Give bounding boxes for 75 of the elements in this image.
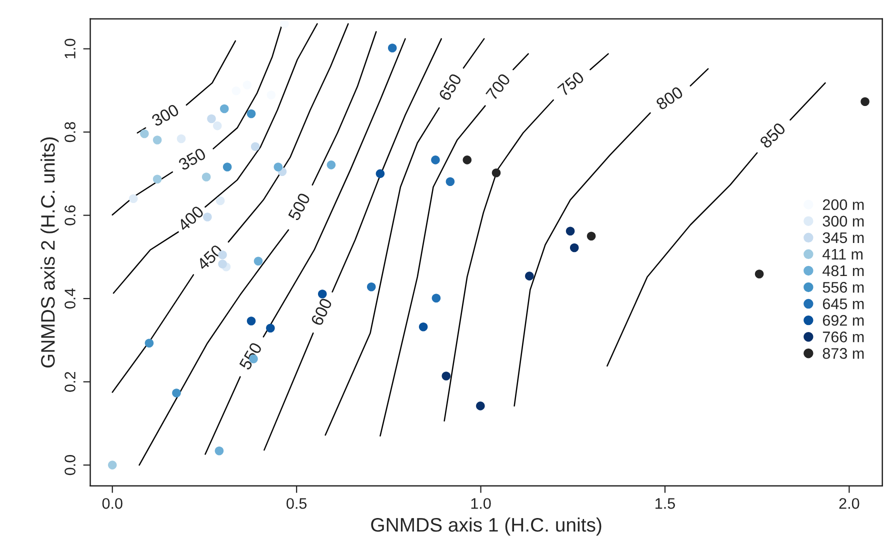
point (376, 169, 385, 178)
point (446, 177, 455, 186)
text: 850 (759, 122, 786, 149)
point (754, 270, 764, 278)
legend-label: 345 m (822, 232, 864, 244)
point (203, 212, 212, 222)
legend-label: 411 m (822, 249, 863, 260)
point (570, 243, 579, 252)
point (250, 142, 260, 152)
x-tick-label: 2.0 (839, 498, 860, 509)
point (566, 226, 575, 236)
point (176, 134, 186, 144)
text: 800 (655, 86, 684, 110)
y-tick-label: 0.0 (64, 455, 76, 476)
x-axis-title: GNMDS axis 1 (H.C. units) (371, 517, 602, 536)
point (442, 372, 451, 380)
x-tick-label: 1.0 (471, 498, 491, 509)
text: 750 (557, 70, 585, 97)
x-tick-label: 0.0 (102, 498, 122, 509)
point (220, 104, 229, 114)
point (246, 109, 256, 118)
point (246, 316, 256, 326)
x-tick-label: 0.5 (286, 498, 307, 509)
point (266, 324, 275, 332)
point (366, 282, 376, 292)
point (172, 388, 181, 398)
point (431, 156, 440, 164)
x-tick-label: 1.5 (656, 498, 675, 509)
point (318, 290, 327, 298)
legend-label: 300 m (822, 216, 864, 227)
point (388, 44, 397, 52)
point (418, 322, 428, 332)
y-tick-label: 0.8 (64, 122, 76, 142)
point (280, 19, 289, 28)
point (212, 121, 222, 130)
point (140, 129, 149, 138)
legend-label: 873 m (822, 348, 864, 359)
text: 700 (485, 72, 511, 101)
legend-label: 645 m (822, 298, 864, 310)
point (214, 446, 224, 456)
point (492, 168, 501, 178)
text: 600 (310, 297, 332, 326)
text: 650 (438, 72, 462, 102)
point (128, 194, 138, 204)
point (525, 272, 534, 280)
y-axis-title: GNMDS axis 2 (H.C. units) (40, 137, 59, 368)
point (432, 294, 441, 303)
legend-label: 766 m (822, 332, 864, 342)
legend-label: 556 m (822, 282, 864, 293)
legend-label: 481 m (822, 265, 864, 276)
legend-label: 692 m (822, 314, 864, 326)
text: 400 (176, 205, 205, 232)
point (476, 402, 485, 410)
point (586, 232, 596, 241)
y-tick-label: 0.4 (64, 288, 76, 309)
point (462, 156, 472, 164)
text: 350 (178, 147, 207, 171)
point (254, 256, 263, 266)
point (207, 114, 216, 124)
point (152, 174, 162, 184)
point (274, 162, 283, 172)
text: 300 (150, 104, 180, 127)
point (144, 338, 154, 348)
y-tick-label: 0.6 (64, 205, 76, 226)
y-tick-label: 0.2 (64, 372, 76, 392)
point (202, 172, 211, 182)
point (326, 160, 336, 170)
y-tick-label: 1.0 (64, 38, 76, 58)
point (108, 460, 117, 470)
legend-label: 200 m (822, 199, 864, 210)
point (216, 196, 225, 206)
point (152, 136, 162, 144)
point (222, 162, 232, 172)
point (860, 97, 870, 106)
text: 500 (288, 192, 311, 222)
